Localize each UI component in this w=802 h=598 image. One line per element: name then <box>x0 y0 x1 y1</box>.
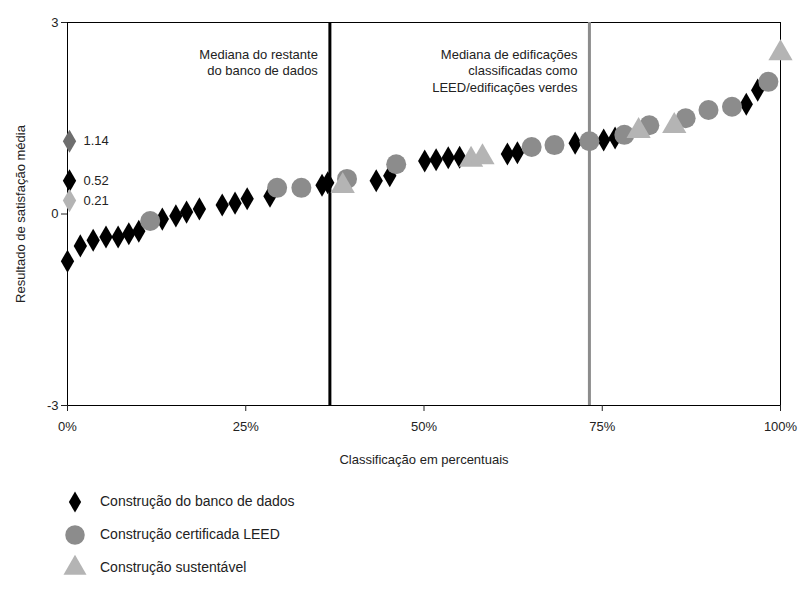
svg-text:25%: 25% <box>233 419 259 434</box>
svg-text:100%: 100% <box>764 419 798 434</box>
svg-text:0: 0 <box>51 206 58 221</box>
svg-text:1.14: 1.14 <box>84 133 109 148</box>
svg-text:Mediana de edificaçõesclassifi: Mediana de edificaçõesclassificadas como… <box>432 46 578 95</box>
svg-text:3: 3 <box>51 15 58 30</box>
html-text:Construção do banco de dados: Construção do banco de dados <box>100 492 295 509</box>
svg-text:-3: -3 <box>47 398 59 413</box>
svg-text:0%: 0% <box>58 419 77 434</box>
svg-text:0.52: 0.52 <box>84 173 109 188</box>
svg-text:50%: 50% <box>411 419 437 434</box>
html-text:Construção sustentável: Construção sustentável <box>100 558 247 575</box>
svg-text:Classificação em percentuais: Classificação em percentuais <box>339 452 509 467</box>
html-text:Construção certificada LEED: Construção certificada LEED <box>100 525 280 542</box>
svg-text:Resultado de satisfação média: Resultado de satisfação média <box>13 124 28 303</box>
svg-text:75%: 75% <box>589 419 615 434</box>
svg-text:0.21: 0.21 <box>84 193 109 208</box>
svg-text:Mediana do restantedo banco de: Mediana do restantedo banco de dados <box>199 46 318 78</box>
